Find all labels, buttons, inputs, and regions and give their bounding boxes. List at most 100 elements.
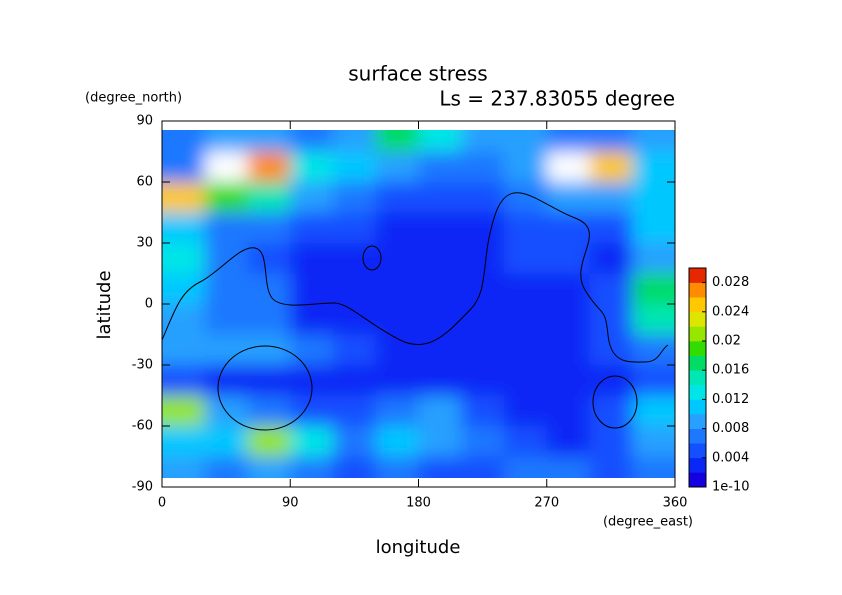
heat-cell [589,243,633,274]
contour-line [592,375,638,429]
y-tick-label: -90 [132,480,153,495]
heat-cell [333,151,377,183]
x-tick-label: 270 [534,496,559,511]
heat-cell [546,365,590,396]
heat-cell [461,212,505,244]
heat-cell [632,365,675,396]
heat-cell [204,365,248,396]
contours [161,192,669,431]
heat-cell [333,304,377,335]
heat-cell [461,426,505,457]
heat-cell [632,395,675,427]
heat-cell [632,151,675,183]
colorbar-swatch [689,341,706,356]
heat-cell [546,395,590,427]
colorbar-tick-label: 0.02 [712,334,741,349]
heat-cell [418,304,462,335]
heat-cell [333,395,377,427]
heat-cell [504,304,548,335]
heat-cell [247,304,291,335]
x-tick-label: 90 [282,496,299,511]
y-tick-label: -30 [132,358,153,373]
heat-cell [632,426,675,457]
heat-cell [504,365,548,396]
contour-line [161,192,669,363]
heat-cell [504,243,548,274]
heat-cell [461,365,505,396]
heat-cell [418,151,462,183]
heat-cell [589,456,633,478]
heat-cell [589,395,633,427]
heat-cell [204,130,248,152]
y-tick-label: 30 [136,236,153,251]
heat-cell [204,395,248,427]
heat-cell [461,151,505,183]
heat-cell [247,182,291,213]
heat-cell [418,212,462,244]
y-tick-label: 90 [136,114,153,129]
contour-line [362,245,382,271]
heat-cell [204,426,248,457]
heat-cell [247,456,291,478]
heat-cell [589,151,633,183]
heat-cell [504,456,548,478]
heat-cell [333,182,377,213]
heat-cell [504,182,548,213]
heat-cell [375,212,419,244]
heat-cell [461,273,505,305]
colorbar-swatch [689,268,706,283]
heat-cell [375,273,419,305]
heat-cell [546,182,590,213]
colorbar-swatch [689,370,706,386]
heat-cell [290,151,334,183]
y-axis-label: latitude [94,270,115,339]
heat-cell [375,130,419,152]
heat-cell [333,426,377,457]
heat-cell [333,130,377,152]
heat-cell [589,304,633,335]
colorbar-frame [688,267,707,488]
heat-cell [204,243,248,274]
colorbar-tick-label: 0.028 [712,275,749,290]
heat-cell [504,130,548,152]
heat-cell [418,273,462,305]
heat-cell [290,212,334,244]
heat-cell [290,395,334,427]
heat-cell [504,426,548,457]
heat-cell [162,426,206,457]
heat-cell [204,212,248,244]
heat-cell [162,273,206,305]
heat-cell [375,243,419,274]
heat-cell [204,151,248,183]
colorbar-swatch [689,414,706,429]
colorbar-tick-label: 0.012 [712,392,749,407]
y-tick-label: 60 [136,175,153,190]
heat-cell [546,212,590,244]
heat-cell [546,243,590,274]
heat-cell [247,426,291,457]
heat-cell [204,304,248,335]
heat-cell [333,212,377,244]
heat-cell [162,456,206,478]
heat-cell [162,182,206,213]
heat-cell [632,304,675,335]
heat-cell [290,273,334,305]
heat-cell [461,334,505,366]
heat-cell [162,334,206,366]
colorbar-tick-label: 0.004 [712,450,749,465]
colorbar-swatch [689,297,706,313]
colorbar-tick-label: 0.008 [712,421,749,436]
heat-cell [461,304,505,335]
heat-cell [375,395,419,427]
heat-cell [162,304,206,335]
heat-cell [461,182,505,213]
heat-cell [546,151,590,183]
colorbar-tick-label: 1e-10 [712,480,750,495]
heat-cell [632,334,675,366]
heat-cell [632,130,675,152]
heat-cell [418,456,462,478]
heat-cell [375,334,419,366]
heat-cell [418,130,462,152]
heat-cell [589,130,633,152]
x-unit: (degree_east) [603,515,693,530]
